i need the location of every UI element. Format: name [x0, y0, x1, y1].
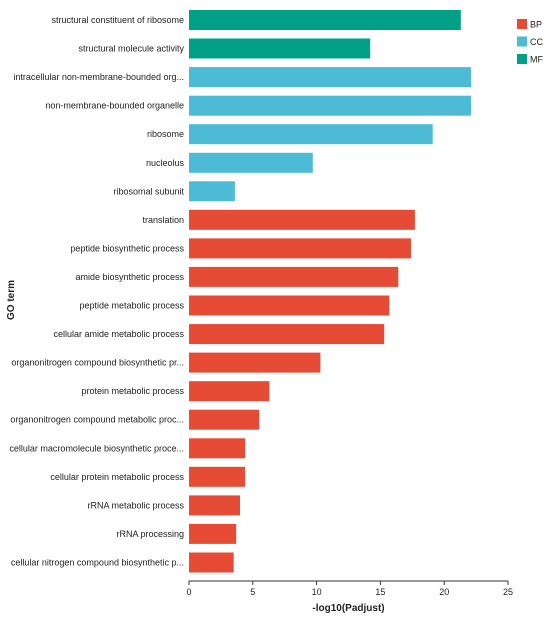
- x-tick-label: 15: [375, 587, 385, 597]
- bar-bp: [189, 466, 246, 487]
- category-label: nucleolus: [146, 158, 185, 168]
- category-label: organonitrogen compound metabolic proc..…: [10, 415, 184, 425]
- category-label: ribosomal subunit: [113, 186, 184, 196]
- legend-swatch-mf: [517, 54, 527, 64]
- legend-label-mf: MF: [530, 55, 543, 65]
- category-label: peptide biosynthetic process: [70, 243, 184, 253]
- y-axis-title: GO term: [6, 280, 17, 320]
- category-label: intracellular non-membrane-bounded org..…: [13, 72, 184, 82]
- bar-bp: [189, 409, 260, 430]
- category-label: translation: [142, 215, 184, 225]
- legend-swatch-bp: [517, 19, 527, 29]
- bar-mf: [189, 38, 371, 59]
- x-tick-label: 5: [250, 587, 255, 597]
- bar-bp: [189, 238, 411, 259]
- x-tick-label: 10: [312, 587, 322, 597]
- bar-bp: [189, 495, 240, 516]
- bar-bp: [189, 381, 270, 402]
- bar-bp: [189, 438, 246, 459]
- legend-swatch-cc: [517, 36, 527, 47]
- x-tick-label: 25: [503, 587, 513, 597]
- category-label: rRNA processing: [116, 529, 184, 539]
- bar-bp: [189, 352, 321, 373]
- legend-label-cc: CC: [530, 37, 543, 47]
- category-label: protein metabolic process: [81, 386, 184, 396]
- bar-bp: [189, 266, 399, 287]
- category-label: cellular macromolecule biosynthetic proc…: [9, 443, 184, 453]
- bar-cc: [189, 67, 471, 88]
- bar-bp: [189, 523, 237, 544]
- x-tick-label: 20: [439, 587, 449, 597]
- bar-cc: [189, 95, 471, 116]
- category-label: cellular nitrogen compound biosynthetic …: [11, 558, 184, 568]
- bar-cc: [189, 152, 313, 173]
- category-label: non-membrane-bounded organelle: [45, 101, 184, 111]
- legend-label-bp: BP: [530, 20, 542, 30]
- category-label: rRNA metabolic process: [87, 500, 184, 510]
- category-label: peptide metabolic process: [79, 301, 184, 311]
- category-label: cellular protein metabolic process: [50, 472, 184, 482]
- bar-cc: [189, 181, 235, 202]
- category-label: structural molecule activity: [78, 44, 184, 54]
- x-axis-title: -log10(Padjust): [312, 603, 384, 614]
- category-label: organonitrogen compound biosynthetic pr.…: [11, 358, 184, 368]
- bar-bp: [189, 209, 415, 230]
- bar-bp: [189, 552, 234, 573]
- bar-cc: [189, 124, 433, 145]
- x-tick-label: 0: [186, 587, 191, 597]
- bar-bp: [189, 295, 390, 316]
- category-label: structural constituent of ribosome: [51, 15, 184, 25]
- bar-mf: [189, 10, 461, 30]
- category-label: ribosome: [147, 129, 184, 139]
- category-label: amide biosynthetic process: [75, 272, 184, 282]
- bar-bp: [189, 324, 385, 345]
- category-label: cellular amide metabolic process: [53, 329, 184, 339]
